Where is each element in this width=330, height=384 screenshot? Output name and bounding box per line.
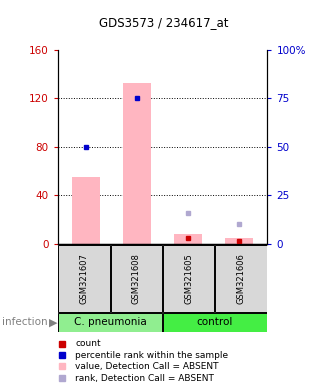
Text: GSM321606: GSM321606	[237, 253, 246, 304]
Text: ▶: ▶	[49, 317, 57, 327]
Bar	[215, 245, 267, 312]
Bar	[111, 245, 162, 312]
Bar	[72, 177, 100, 244]
Text: GSM321607: GSM321607	[80, 253, 88, 304]
Bar	[163, 313, 267, 332]
Text: count: count	[75, 339, 101, 348]
Text: value, Detection Call = ABSENT: value, Detection Call = ABSENT	[75, 362, 219, 371]
Bar	[225, 238, 253, 244]
Text: GSM321608: GSM321608	[132, 253, 141, 304]
Text: infection: infection	[2, 317, 47, 327]
Text: percentile rank within the sample: percentile rank within the sample	[75, 351, 228, 359]
Text: C. pneumonia: C. pneumonia	[74, 317, 147, 327]
Bar	[174, 234, 202, 244]
Bar	[58, 313, 162, 332]
Text: rank, Detection Call = ABSENT: rank, Detection Call = ABSENT	[75, 374, 214, 382]
Text: GDS3573 / 234617_at: GDS3573 / 234617_at	[99, 16, 228, 29]
Bar	[58, 245, 110, 312]
Text: control: control	[197, 317, 233, 327]
Text: GSM321605: GSM321605	[184, 253, 193, 304]
Bar	[163, 245, 215, 312]
Bar	[123, 83, 151, 244]
